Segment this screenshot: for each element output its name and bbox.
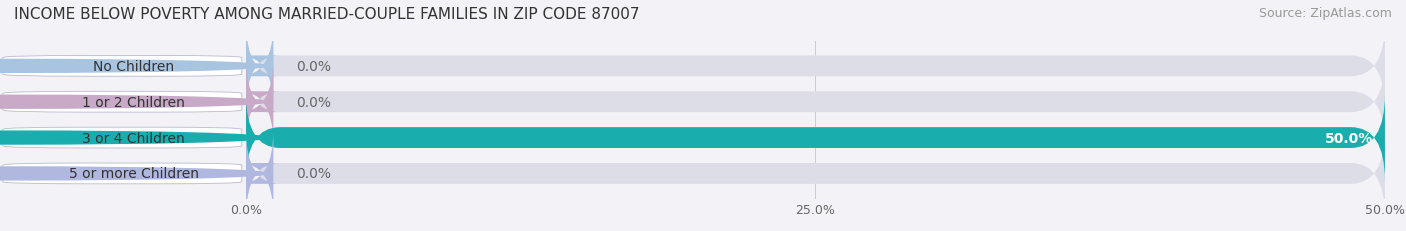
- Text: Source: ZipAtlas.com: Source: ZipAtlas.com: [1258, 7, 1392, 20]
- Circle shape: [0, 167, 267, 180]
- FancyBboxPatch shape: [3, 56, 242, 77]
- Text: 0.0%: 0.0%: [297, 167, 332, 181]
- Text: No Children: No Children: [93, 60, 174, 73]
- Circle shape: [0, 131, 267, 144]
- FancyBboxPatch shape: [239, 59, 280, 146]
- FancyBboxPatch shape: [246, 95, 1385, 181]
- Circle shape: [0, 96, 267, 109]
- Text: 0.0%: 0.0%: [297, 95, 332, 109]
- FancyBboxPatch shape: [3, 163, 242, 184]
- Text: INCOME BELOW POVERTY AMONG MARRIED-COUPLE FAMILIES IN ZIP CODE 87007: INCOME BELOW POVERTY AMONG MARRIED-COUPL…: [14, 7, 640, 22]
- FancyBboxPatch shape: [246, 23, 1385, 110]
- Text: 5 or more Children: 5 or more Children: [69, 167, 198, 181]
- FancyBboxPatch shape: [246, 95, 1385, 181]
- FancyBboxPatch shape: [3, 128, 242, 148]
- FancyBboxPatch shape: [239, 131, 280, 217]
- Text: 1 or 2 Children: 1 or 2 Children: [82, 95, 186, 109]
- Text: 50.0%: 50.0%: [1326, 131, 1374, 145]
- FancyBboxPatch shape: [239, 23, 280, 110]
- FancyBboxPatch shape: [246, 131, 1385, 217]
- FancyBboxPatch shape: [246, 59, 1385, 146]
- Text: 0.0%: 0.0%: [297, 60, 332, 73]
- Circle shape: [0, 60, 267, 73]
- Text: 3 or 4 Children: 3 or 4 Children: [82, 131, 186, 145]
- FancyBboxPatch shape: [3, 92, 242, 113]
